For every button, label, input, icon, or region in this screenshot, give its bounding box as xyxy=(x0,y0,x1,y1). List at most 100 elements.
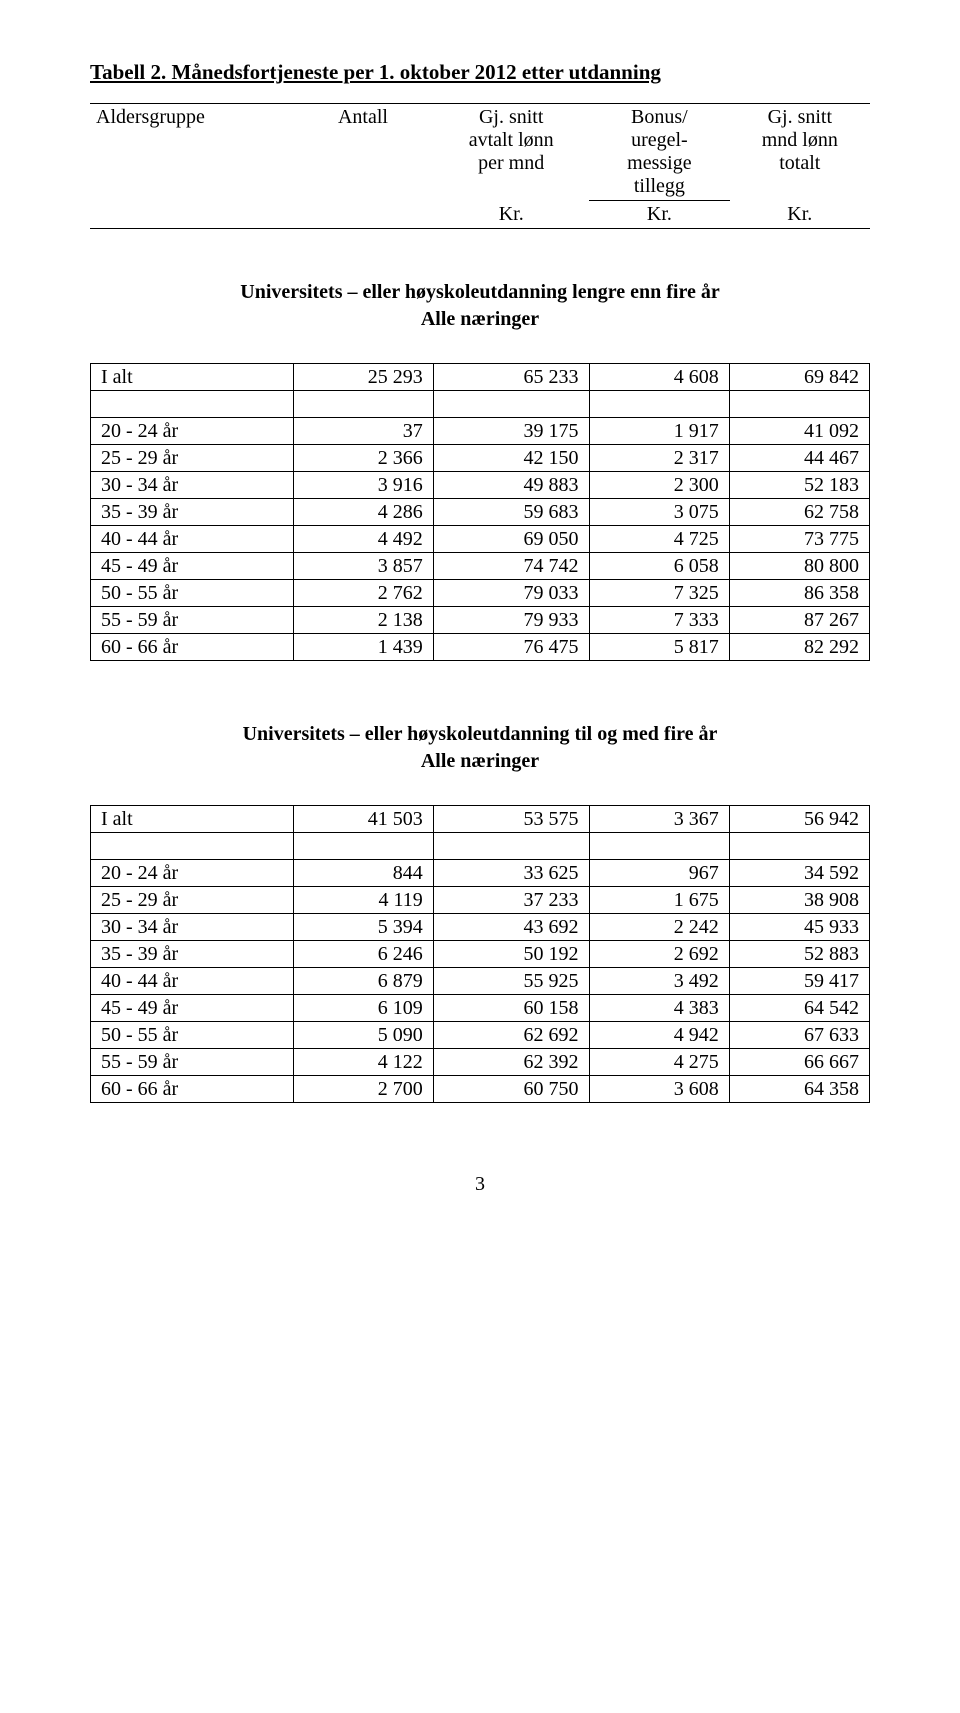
header-kr-row: Kr. Kr. Kr. xyxy=(90,201,870,229)
cell-bonus: 3 608 xyxy=(589,1076,729,1103)
cell-bonus: 5 817 xyxy=(589,634,729,661)
header-col-antall: Antall xyxy=(293,104,433,201)
header-text: totalt xyxy=(779,152,820,174)
empty-cell xyxy=(729,391,869,418)
cell-snitt-total: 41 092 xyxy=(729,418,869,445)
header-table-wrap: Aldersgruppe Antall Gj. snitt avtalt løn… xyxy=(90,103,870,229)
header-text: tillegg xyxy=(634,175,685,197)
table-row: 30 - 34 år5 39443 6922 24245 933 xyxy=(91,914,870,941)
cell-antall: 6 879 xyxy=(293,968,433,995)
row-label: 20 - 24 år xyxy=(91,418,294,445)
cell-bonus: 967 xyxy=(589,860,729,887)
row-label: I alt xyxy=(91,806,294,833)
header-col-bonus: Bonus/ uregel- messige tillegg xyxy=(589,104,729,201)
cell-snitt-total: 56 942 xyxy=(729,806,869,833)
table-row: I alt25 29365 2334 60869 842 xyxy=(91,364,870,391)
header-kr: Kr. xyxy=(730,201,870,229)
cell-antall: 6 246 xyxy=(293,941,433,968)
cell-antall: 2 138 xyxy=(293,607,433,634)
cell-bonus: 4 608 xyxy=(589,364,729,391)
cell-snitt-total: 86 358 xyxy=(729,580,869,607)
cell-antall: 5 394 xyxy=(293,914,433,941)
cell-snitt-avtalt: 74 742 xyxy=(433,553,589,580)
cell-antall: 4 492 xyxy=(293,526,433,553)
cell-antall: 2 700 xyxy=(293,1076,433,1103)
cell-bonus: 6 058 xyxy=(589,553,729,580)
cell-antall: 4 119 xyxy=(293,887,433,914)
row-label: 25 - 29 år xyxy=(91,445,294,472)
row-label: 30 - 34 år xyxy=(91,472,294,499)
table-row: 60 - 66 år2 70060 7503 60864 358 xyxy=(91,1076,870,1103)
cell-snitt-avtalt: 49 883 xyxy=(433,472,589,499)
row-label: 25 - 29 år xyxy=(91,887,294,914)
header-text: mnd lønn xyxy=(762,129,838,151)
header-col-snitt-avtalt: Gj. snitt avtalt lønn per mnd xyxy=(433,104,589,201)
cell-snitt-avtalt: 43 692 xyxy=(433,914,589,941)
table-row: 30 - 34 år3 91649 8832 30052 183 xyxy=(91,472,870,499)
table-row: 25 - 29 år2 36642 1502 31744 467 xyxy=(91,445,870,472)
table-row: 40 - 44 år6 87955 9253 49259 417 xyxy=(91,968,870,995)
row-label: 35 - 39 år xyxy=(91,941,294,968)
header-table: Aldersgruppe Antall Gj. snitt avtalt løn… xyxy=(90,104,870,228)
row-label: I alt xyxy=(91,364,294,391)
empty-cell xyxy=(433,833,589,860)
table-row: 25 - 29 år4 11937 2331 67538 908 xyxy=(91,887,870,914)
table-row: 55 - 59 år2 13879 9337 33387 267 xyxy=(91,607,870,634)
cell-antall: 4 286 xyxy=(293,499,433,526)
cell-snitt-total: 64 358 xyxy=(729,1076,869,1103)
cell-snitt-total: 45 933 xyxy=(729,914,869,941)
cell-antall: 3 916 xyxy=(293,472,433,499)
cell-antall: 5 090 xyxy=(293,1022,433,1049)
cell-bonus: 4 383 xyxy=(589,995,729,1022)
cell-snitt-total: 80 800 xyxy=(729,553,869,580)
data-table-2: I alt41 50353 5753 36756 94220 - 24 år84… xyxy=(90,805,870,1103)
table-row: 45 - 49 år3 85774 7426 05880 800 xyxy=(91,553,870,580)
header-kr: Kr. xyxy=(433,201,589,229)
cell-bonus: 3 492 xyxy=(589,968,729,995)
cell-snitt-total: 52 883 xyxy=(729,941,869,968)
cell-snitt-total: 67 633 xyxy=(729,1022,869,1049)
cell-snitt-avtalt: 62 392 xyxy=(433,1049,589,1076)
row-label: 55 - 59 år xyxy=(91,607,294,634)
cell-antall: 844 xyxy=(293,860,433,887)
cell-snitt-avtalt: 76 475 xyxy=(433,634,589,661)
cell-snitt-total: 69 842 xyxy=(729,364,869,391)
cell-bonus: 2 317 xyxy=(589,445,729,472)
cell-antall: 1 439 xyxy=(293,634,433,661)
header-kr: Kr. xyxy=(589,201,729,229)
heading-line: Alle næringer xyxy=(421,308,539,330)
cell-snitt-total: 44 467 xyxy=(729,445,869,472)
header-text: Gj. snitt xyxy=(768,106,832,128)
cell-bonus: 1 917 xyxy=(589,418,729,445)
cell-snitt-avtalt: 53 575 xyxy=(433,806,589,833)
cell-snitt-avtalt: 42 150 xyxy=(433,445,589,472)
cell-snitt-avtalt: 33 625 xyxy=(433,860,589,887)
cell-antall: 41 503 xyxy=(293,806,433,833)
cell-snitt-total: 59 417 xyxy=(729,968,869,995)
cell-antall: 37 xyxy=(293,418,433,445)
row-label: 60 - 66 år xyxy=(91,634,294,661)
cell-snitt-avtalt: 69 050 xyxy=(433,526,589,553)
header-col-aldersgruppe: Aldersgruppe xyxy=(90,104,293,201)
cell-snitt-total: 38 908 xyxy=(729,887,869,914)
table-row: 60 - 66 år1 43976 4755 81782 292 xyxy=(91,634,870,661)
cell-snitt-total: 66 667 xyxy=(729,1049,869,1076)
cell-snitt-total: 73 775 xyxy=(729,526,869,553)
row-label: 30 - 34 år xyxy=(91,914,294,941)
table-row: 50 - 55 år5 09062 6924 94267 633 xyxy=(91,1022,870,1049)
cell-snitt-avtalt: 79 033 xyxy=(433,580,589,607)
empty-cell xyxy=(589,391,729,418)
cell-snitt-avtalt: 59 683 xyxy=(433,499,589,526)
row-label: 20 - 24 år xyxy=(91,860,294,887)
cell-snitt-total: 87 267 xyxy=(729,607,869,634)
cell-snitt-avtalt: 50 192 xyxy=(433,941,589,968)
row-label: 50 - 55 år xyxy=(91,580,294,607)
row-label: 50 - 55 år xyxy=(91,1022,294,1049)
table-row: 20 - 24 år84433 62596734 592 xyxy=(91,860,870,887)
cell-snitt-total: 64 542 xyxy=(729,995,869,1022)
page-number: 3 xyxy=(90,1173,870,1196)
header-col-snitt-total: Gj. snitt mnd lønn totalt xyxy=(730,104,870,201)
section2-heading: Universitets – eller høyskoleutdanning t… xyxy=(90,721,870,775)
cell-snitt-avtalt: 55 925 xyxy=(433,968,589,995)
table-row: 45 - 49 år6 10960 1584 38364 542 xyxy=(91,995,870,1022)
